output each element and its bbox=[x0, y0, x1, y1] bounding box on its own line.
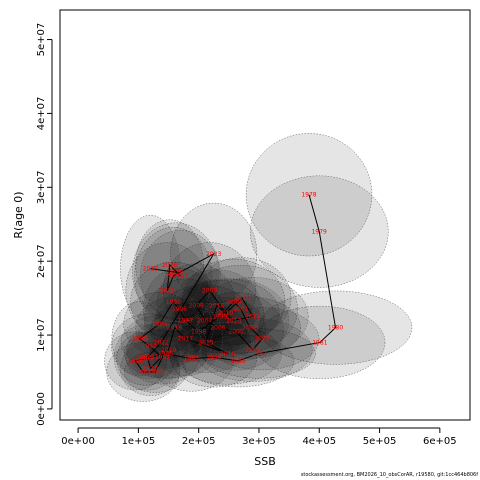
year-label: 2008 bbox=[189, 302, 204, 309]
x-tick-label: 1e+05 bbox=[122, 436, 156, 447]
year-label: 1993 bbox=[132, 336, 147, 343]
x-tick-label: 5e+05 bbox=[363, 436, 397, 447]
year-label: 1988 bbox=[128, 358, 143, 365]
year-label: 1979 bbox=[312, 229, 327, 236]
year-label: 2001 bbox=[233, 306, 248, 313]
y-tick-label: 4e+07 bbox=[36, 97, 47, 131]
year-label: 2004 bbox=[245, 347, 260, 354]
y-tick-label: 2e+07 bbox=[36, 244, 47, 278]
x-tick-label: 4e+05 bbox=[302, 436, 336, 447]
y-axis-title: R(age 0) bbox=[12, 191, 25, 238]
year-label: 1980 bbox=[328, 325, 343, 332]
year-label: 1998 bbox=[191, 328, 206, 335]
year-label: 2007 bbox=[197, 317, 212, 324]
year-label: 2013 bbox=[226, 317, 241, 324]
x-tick-label: 3e+05 bbox=[242, 436, 276, 447]
x-tick-label: 2e+05 bbox=[182, 436, 216, 447]
year-label: 2000 bbox=[226, 299, 241, 306]
year-label: 1995 bbox=[166, 299, 181, 306]
y-tick-label: 3e+07 bbox=[36, 170, 47, 204]
year-label: 2023 bbox=[206, 251, 221, 258]
year-label: 2021 bbox=[140, 354, 155, 361]
year-label: 2016 bbox=[220, 351, 235, 358]
year-label: 2019 bbox=[161, 347, 176, 354]
year-label: 2010 bbox=[218, 310, 233, 317]
year-label: 1996 bbox=[172, 306, 187, 313]
x-tick-label: 0e+00 bbox=[61, 436, 95, 447]
y-tick-label: 1e+07 bbox=[36, 318, 47, 352]
trajectory-polyline bbox=[134, 194, 337, 373]
year-label: 2020 bbox=[143, 365, 158, 372]
year-label: 2017 bbox=[178, 336, 193, 343]
year-label: 1990 bbox=[148, 369, 163, 376]
year-label: 2025 bbox=[160, 288, 175, 295]
trajectory-line bbox=[134, 194, 337, 373]
year-label: 1999 bbox=[212, 314, 227, 321]
year-label: 1978 bbox=[301, 192, 316, 199]
year-label: 1987 bbox=[138, 356, 153, 363]
year-label: 2003 bbox=[254, 336, 269, 343]
year-label: 2012 bbox=[245, 314, 260, 321]
year-label: 1981 bbox=[312, 339, 327, 346]
year-label: 1989 bbox=[136, 369, 151, 376]
year-label: 2018 bbox=[167, 325, 182, 332]
y-tick-label: 5e+07 bbox=[36, 23, 47, 57]
year-label: 2029 bbox=[143, 266, 158, 273]
year-label: 1992 bbox=[142, 343, 157, 350]
year-label: 2011 bbox=[234, 295, 249, 302]
year-label: 1994 bbox=[152, 321, 167, 328]
year-label: 2005 bbox=[228, 328, 243, 335]
year-label: 2024 bbox=[166, 273, 181, 280]
year-label: 1983 bbox=[230, 358, 245, 365]
plot-frame bbox=[59, 9, 471, 421]
year-label: 2006 bbox=[210, 325, 225, 332]
year-label: 2009 bbox=[202, 288, 217, 295]
year-label: 2002 bbox=[242, 325, 257, 332]
year-label: 2014 bbox=[209, 302, 224, 309]
axes: 0e+00 1e+05 2e+05 3e+05 4e+05 5e+05 6e+05 0e+00… bbox=[36, 9, 471, 447]
credit-text: stockassessment.org, BM2026_10_obsCorAR,… bbox=[300, 472, 478, 478]
year-label: 1982 bbox=[251, 351, 266, 358]
year-label: 1985 bbox=[184, 356, 199, 363]
year-label: 2026 bbox=[162, 262, 177, 269]
year-label: 2022 bbox=[154, 339, 169, 346]
year-label: 1984 bbox=[206, 354, 221, 361]
x-tick-label: 6e+05 bbox=[423, 436, 457, 447]
year-label: 1997 bbox=[178, 317, 193, 324]
year-label: 2015 bbox=[198, 339, 213, 346]
x-axis-title: SSB bbox=[254, 455, 276, 468]
year-label: 2027 bbox=[173, 273, 188, 280]
year-label: 1986 bbox=[158, 351, 173, 358]
year-label: 1991 bbox=[155, 354, 170, 361]
y-tick-label: 0e+00 bbox=[36, 392, 47, 426]
year-label: 2028 bbox=[168, 269, 183, 276]
